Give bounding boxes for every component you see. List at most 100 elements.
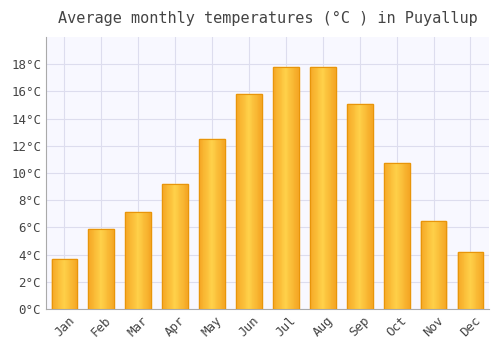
Bar — [353, 104, 354, 309]
Bar — [323, 67, 324, 309]
Bar — [109, 229, 110, 309]
Bar — [186, 184, 187, 309]
Bar — [219, 139, 220, 309]
Bar — [333, 67, 334, 309]
Bar — [444, 220, 446, 309]
Bar — [236, 94, 237, 309]
Bar — [474, 252, 476, 309]
Bar — [290, 67, 291, 309]
Bar — [285, 67, 286, 309]
Bar — [106, 229, 108, 309]
Bar — [288, 67, 290, 309]
Bar — [429, 220, 430, 309]
Bar — [126, 212, 127, 309]
Bar — [214, 139, 216, 309]
Bar — [406, 163, 407, 309]
Bar — [329, 67, 330, 309]
Bar — [224, 139, 225, 309]
Bar — [466, 252, 467, 309]
Bar — [52, 259, 53, 309]
Bar — [273, 67, 299, 309]
Bar — [88, 229, 90, 309]
Bar — [425, 220, 426, 309]
Bar — [133, 212, 134, 309]
Bar — [387, 163, 388, 309]
Bar — [348, 104, 350, 309]
Bar — [139, 212, 140, 309]
Bar — [362, 104, 363, 309]
Bar — [395, 163, 396, 309]
Bar — [144, 212, 145, 309]
Bar — [360, 104, 362, 309]
Bar — [97, 229, 98, 309]
Bar — [274, 67, 276, 309]
Bar — [396, 163, 398, 309]
Bar — [222, 139, 224, 309]
Bar — [208, 139, 210, 309]
Bar — [399, 163, 400, 309]
Bar — [142, 212, 144, 309]
Bar — [138, 212, 139, 309]
Bar — [286, 67, 288, 309]
Bar — [162, 184, 163, 309]
Bar — [476, 252, 478, 309]
Bar — [147, 212, 148, 309]
Bar — [240, 94, 241, 309]
Bar — [91, 229, 92, 309]
Bar — [60, 259, 61, 309]
Bar — [335, 67, 336, 309]
Bar — [334, 67, 335, 309]
Bar — [204, 139, 205, 309]
Bar — [130, 212, 132, 309]
Bar — [279, 67, 280, 309]
Bar — [428, 220, 429, 309]
Bar — [199, 139, 225, 309]
Bar — [56, 259, 58, 309]
Bar — [168, 184, 169, 309]
Bar — [354, 104, 356, 309]
Bar — [426, 220, 428, 309]
Bar — [458, 252, 459, 309]
Bar — [314, 67, 315, 309]
Bar — [140, 212, 141, 309]
Bar — [70, 259, 72, 309]
Bar — [363, 104, 364, 309]
Bar — [364, 104, 365, 309]
Bar — [407, 163, 408, 309]
Bar — [284, 67, 285, 309]
Bar — [330, 67, 332, 309]
Bar — [248, 94, 249, 309]
Bar — [384, 163, 409, 309]
Bar — [424, 220, 425, 309]
Bar — [322, 67, 323, 309]
Bar — [389, 163, 390, 309]
Bar — [366, 104, 368, 309]
Bar — [96, 229, 97, 309]
Bar — [430, 220, 431, 309]
Bar — [111, 229, 112, 309]
Bar — [252, 94, 254, 309]
Bar — [408, 163, 410, 309]
Bar — [478, 252, 479, 309]
Bar — [200, 139, 201, 309]
Bar — [163, 184, 164, 309]
Bar — [359, 104, 360, 309]
Bar — [431, 220, 432, 309]
Bar — [61, 259, 62, 309]
Bar — [75, 259, 76, 309]
Bar — [394, 163, 395, 309]
Bar — [105, 229, 106, 309]
Bar — [220, 139, 222, 309]
Bar — [72, 259, 73, 309]
Bar — [126, 212, 151, 309]
Bar — [278, 67, 279, 309]
Bar — [210, 139, 211, 309]
Bar — [175, 184, 176, 309]
Bar — [182, 184, 183, 309]
Bar — [388, 163, 389, 309]
Bar — [58, 259, 59, 309]
Bar — [217, 139, 218, 309]
Bar — [310, 67, 336, 309]
Bar — [393, 163, 394, 309]
Bar — [68, 259, 70, 309]
